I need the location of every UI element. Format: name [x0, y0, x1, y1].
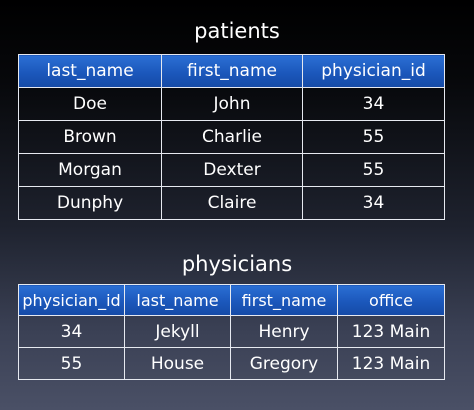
column-header-first-name: first_name: [161, 54, 303, 88]
table-row: Brown Charlie 55: [18, 120, 445, 154]
patients-header-row: last_name first_name physician_id: [18, 54, 445, 88]
physicians-header-row: physician_id last_name first_name office: [18, 284, 445, 316]
table-cell: House: [124, 347, 231, 380]
table-cell: 34: [18, 315, 125, 348]
column-header-physician-id: physician_id: [302, 54, 445, 88]
table-cell: 123 Main: [337, 347, 445, 380]
table-cell: Jekyll: [124, 315, 231, 348]
table-cell: Charlie: [161, 120, 303, 154]
patients-table: last_name first_name physician_id Doe Jo…: [18, 54, 445, 220]
table-row: Morgan Dexter 55: [18, 153, 445, 187]
table-cell: Claire: [161, 186, 303, 220]
table-row: Doe John 34: [18, 87, 445, 121]
column-header-last-name: last_name: [124, 284, 231, 316]
table-cell: Dexter: [161, 153, 303, 187]
physicians-table: physician_id last_name first_name office…: [18, 284, 445, 380]
table-cell: Dunphy: [18, 186, 162, 220]
column-header-first-name: first_name: [230, 284, 338, 316]
table-cell: Henry: [230, 315, 338, 348]
table-cell: John: [161, 87, 303, 121]
table-cell: 55: [302, 153, 445, 187]
table-cell: 123 Main: [337, 315, 445, 348]
table-cell: 55: [18, 347, 125, 380]
table-cell: Doe: [18, 87, 162, 121]
table-cell: Brown: [18, 120, 162, 154]
table-row: 55 House Gregory 123 Main: [18, 347, 445, 380]
table-row: Dunphy Claire 34: [18, 186, 445, 220]
table-cell: 34: [302, 186, 445, 220]
table-row: 34 Jekyll Henry 123 Main: [18, 315, 445, 348]
physicians-table-title: physicians: [181, 252, 293, 276]
patients-table-title: patients: [194, 19, 280, 43]
column-header-office: office: [337, 284, 445, 316]
column-header-physician-id: physician_id: [18, 284, 125, 316]
table-cell: Gregory: [230, 347, 338, 380]
table-cell: Morgan: [18, 153, 162, 187]
table-cell: 55: [302, 120, 445, 154]
table-cell: 34: [302, 87, 445, 121]
column-header-last-name: last_name: [18, 54, 162, 88]
